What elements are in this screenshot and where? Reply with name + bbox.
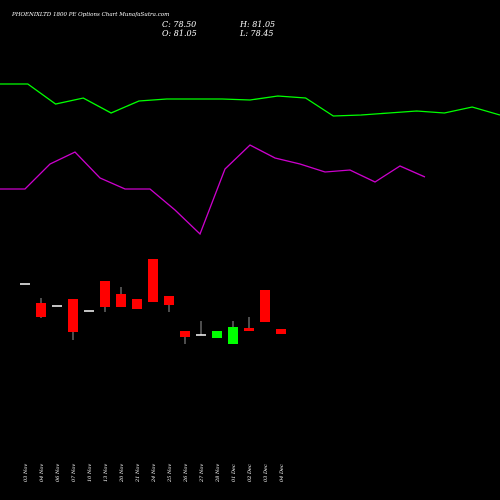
candle-body bbox=[164, 296, 174, 305]
candle-body bbox=[212, 331, 222, 338]
x-tick-label: 13 Nov bbox=[103, 464, 109, 482]
upper-indicator-line bbox=[0, 83, 500, 117]
candle-body bbox=[148, 259, 158, 302]
x-tick-label: 06 Nov bbox=[55, 464, 61, 482]
close-label: C: 78.50 bbox=[162, 20, 196, 29]
candles-group bbox=[20, 259, 286, 344]
x-tick-label: 27 Nov bbox=[199, 464, 205, 483]
x-tick-label: 01 Dec bbox=[231, 464, 237, 482]
x-tick-label: 02 Dec bbox=[247, 464, 253, 482]
candle-body bbox=[68, 299, 78, 332]
candle-body bbox=[228, 327, 238, 344]
candle-body bbox=[52, 305, 62, 307]
x-tick-label: 21 Nov bbox=[135, 464, 141, 483]
candle-body bbox=[196, 334, 206, 336]
lower-indicator-line bbox=[0, 144, 426, 236]
low-label: L: 78.45 bbox=[239, 29, 273, 38]
candle-body bbox=[36, 303, 46, 317]
x-tick-labels: 03 Nov 04 Nov 06 Nov 07 Nov 10 Nov 13 Nov 20 N… bbox=[23, 464, 285, 483]
chart-title: PHOENIXLTD 1800 PE Options Chart MunafaS… bbox=[11, 12, 169, 18]
x-tick-label: 04 Dec bbox=[279, 464, 285, 482]
candle-body bbox=[276, 329, 286, 334]
candle-body bbox=[116, 294, 126, 307]
x-tick-label: 20 Nov bbox=[119, 464, 125, 483]
candle-body bbox=[244, 328, 254, 331]
x-tick-label: 28 Nov bbox=[215, 464, 221, 483]
open-label: O: 81.05 bbox=[162, 29, 197, 38]
x-tick-label: 26 Nov bbox=[183, 464, 189, 483]
candle-body bbox=[132, 299, 142, 309]
x-tick-label: 10 Nov bbox=[87, 464, 93, 482]
candle-body bbox=[260, 290, 270, 322]
x-tick-label: 24 Nov bbox=[151, 464, 157, 483]
x-tick-label: 03 Dec bbox=[263, 464, 269, 482]
x-tick-label: 04 Nov bbox=[39, 464, 45, 482]
candle-body bbox=[180, 331, 190, 337]
x-tick-label: 07 Nov bbox=[71, 464, 77, 482]
candle-body bbox=[20, 283, 30, 285]
candle-body bbox=[100, 281, 110, 307]
x-tick-label: 03 Nov bbox=[23, 464, 29, 482]
high-label: H: 81.05 bbox=[239, 20, 275, 29]
candle-body bbox=[84, 310, 94, 312]
x-tick-label: 25 Nov bbox=[167, 464, 173, 483]
